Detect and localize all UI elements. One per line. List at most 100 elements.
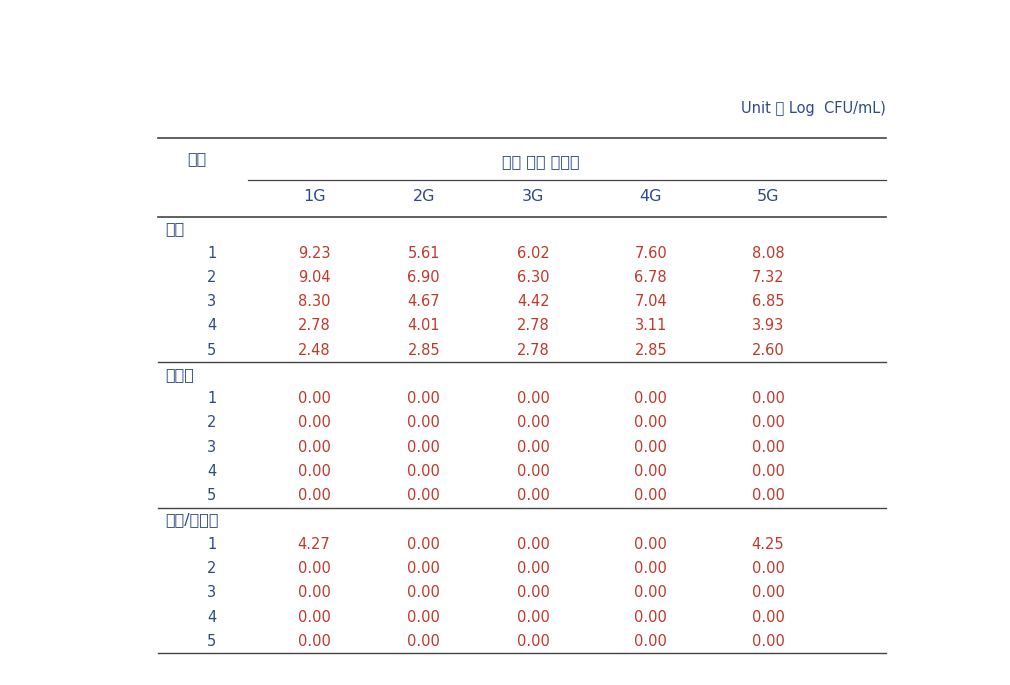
Text: 0.00: 0.00 xyxy=(407,537,440,551)
Text: 기간: 기간 xyxy=(187,151,206,166)
Text: 2.85: 2.85 xyxy=(634,342,667,358)
Text: 0.00: 0.00 xyxy=(407,464,440,479)
Text: 4.27: 4.27 xyxy=(298,537,330,551)
Text: 0.00: 0.00 xyxy=(517,440,549,455)
Text: 0.00: 0.00 xyxy=(751,634,785,649)
Text: 3G: 3G xyxy=(522,189,544,204)
Text: 2G: 2G xyxy=(412,189,435,204)
Text: 4: 4 xyxy=(207,319,216,334)
Text: 2.78: 2.78 xyxy=(298,319,330,334)
Text: 0.00: 0.00 xyxy=(407,440,440,455)
Text: 0.00: 0.00 xyxy=(751,561,785,576)
Text: 0.00: 0.00 xyxy=(298,464,330,479)
Text: 0.00: 0.00 xyxy=(634,488,668,503)
Text: 0.00: 0.00 xyxy=(634,440,668,455)
Text: 0.00: 0.00 xyxy=(751,610,785,625)
Text: 0.00: 0.00 xyxy=(407,391,440,406)
Text: 0.00: 0.00 xyxy=(407,415,440,430)
Text: 0.00: 0.00 xyxy=(298,415,330,430)
Text: 0.00: 0.00 xyxy=(634,537,668,551)
Text: 0.00: 0.00 xyxy=(634,610,668,625)
Text: 0.00: 0.00 xyxy=(517,634,549,649)
Text: 7.60: 7.60 xyxy=(634,246,667,260)
Text: 0.00: 0.00 xyxy=(517,561,549,576)
Text: 0.00: 0.00 xyxy=(634,464,668,479)
Text: 6.02: 6.02 xyxy=(517,246,549,260)
Text: 0.00: 0.00 xyxy=(517,610,549,625)
Text: 0.00: 0.00 xyxy=(634,634,668,649)
Text: 서일 간장 처리구: 서일 간장 처리구 xyxy=(502,154,580,169)
Text: 0.00: 0.00 xyxy=(517,585,549,600)
Text: 0.00: 0.00 xyxy=(751,585,785,600)
Text: 6.90: 6.90 xyxy=(407,270,440,285)
Text: 2.78: 2.78 xyxy=(517,342,549,358)
Text: 6.85: 6.85 xyxy=(751,294,785,309)
Text: 8.08: 8.08 xyxy=(751,246,785,260)
Text: 2.60: 2.60 xyxy=(751,342,785,358)
Text: 0.00: 0.00 xyxy=(517,464,549,479)
Text: 5: 5 xyxy=(207,488,216,503)
Text: 3.93: 3.93 xyxy=(752,319,784,334)
Text: 0.00: 0.00 xyxy=(407,561,440,576)
Text: 0.00: 0.00 xyxy=(298,440,330,455)
Text: 0.00: 0.00 xyxy=(751,488,785,503)
Text: 4: 4 xyxy=(207,610,216,625)
Text: 1G: 1G xyxy=(303,189,325,204)
Text: Unit ： Log  CFU/mL): Unit ： Log CFU/mL) xyxy=(740,101,886,116)
Text: 5.61: 5.61 xyxy=(407,246,440,260)
Text: 4.25: 4.25 xyxy=(751,537,785,551)
Text: 8.30: 8.30 xyxy=(298,294,330,309)
Text: 2: 2 xyxy=(207,270,216,285)
Text: 2.48: 2.48 xyxy=(298,342,330,358)
Text: 0.00: 0.00 xyxy=(751,464,785,479)
Text: 0.00: 0.00 xyxy=(407,610,440,625)
Text: 0.00: 0.00 xyxy=(751,391,785,406)
Text: 0.00: 0.00 xyxy=(298,634,330,649)
Text: 0.00: 0.00 xyxy=(751,440,785,455)
Text: 0.00: 0.00 xyxy=(634,415,668,430)
Text: 3: 3 xyxy=(207,585,216,600)
Text: 0.00: 0.00 xyxy=(634,561,668,576)
Text: 3.11: 3.11 xyxy=(634,319,667,334)
Text: 1: 1 xyxy=(207,391,216,406)
Text: 0.00: 0.00 xyxy=(517,537,549,551)
Text: 총균: 총균 xyxy=(166,221,185,236)
Text: 2: 2 xyxy=(207,415,216,430)
Text: 0.00: 0.00 xyxy=(751,415,785,430)
Text: 4G: 4G xyxy=(639,189,662,204)
Text: 9.04: 9.04 xyxy=(298,270,330,285)
Text: 0.00: 0.00 xyxy=(517,488,549,503)
Text: 4.67: 4.67 xyxy=(407,294,440,309)
Text: 효모/곡팡이: 효모/곡팡이 xyxy=(166,512,219,527)
Text: 5: 5 xyxy=(207,634,216,649)
Text: 0.00: 0.00 xyxy=(407,488,440,503)
Text: 1: 1 xyxy=(207,537,216,551)
Text: 2.78: 2.78 xyxy=(517,319,549,334)
Text: 0.00: 0.00 xyxy=(517,391,549,406)
Text: 7.04: 7.04 xyxy=(634,294,667,309)
Text: 2.85: 2.85 xyxy=(407,342,440,358)
Text: 3: 3 xyxy=(207,440,216,455)
Text: 5: 5 xyxy=(207,342,216,358)
Text: 0.00: 0.00 xyxy=(634,585,668,600)
Text: 0.00: 0.00 xyxy=(298,561,330,576)
Text: 7.32: 7.32 xyxy=(751,270,785,285)
Text: 4.01: 4.01 xyxy=(407,319,440,334)
Text: 0.00: 0.00 xyxy=(634,391,668,406)
Text: 6.30: 6.30 xyxy=(517,270,549,285)
Text: 유산균: 유산균 xyxy=(166,367,194,382)
Text: 4.42: 4.42 xyxy=(517,294,549,309)
Text: 6.78: 6.78 xyxy=(634,270,667,285)
Text: 0.00: 0.00 xyxy=(407,585,440,600)
Text: 5G: 5G xyxy=(756,189,780,204)
Text: 1: 1 xyxy=(207,246,216,260)
Text: 0.00: 0.00 xyxy=(298,391,330,406)
Text: 3: 3 xyxy=(207,294,216,309)
Text: 4: 4 xyxy=(207,464,216,479)
Text: 0.00: 0.00 xyxy=(517,415,549,430)
Text: 0.00: 0.00 xyxy=(298,610,330,625)
Text: 0.00: 0.00 xyxy=(298,488,330,503)
Text: 0.00: 0.00 xyxy=(407,634,440,649)
Text: 0.00: 0.00 xyxy=(298,585,330,600)
Text: 9.23: 9.23 xyxy=(298,246,330,260)
